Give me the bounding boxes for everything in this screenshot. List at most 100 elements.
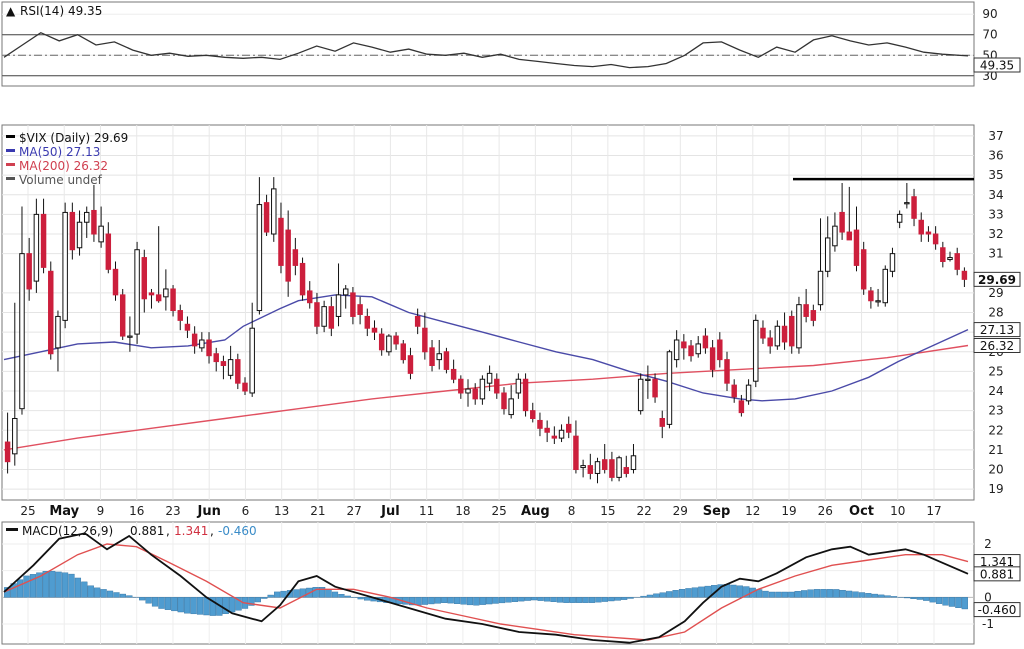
candle — [4, 412, 11, 474]
candle — [616, 455, 622, 482]
candle-body — [961, 270, 968, 280]
legend-label: $VIX (Daily) 29.69 — [19, 131, 128, 145]
macd-hist-bar — [473, 597, 480, 606]
candle — [882, 265, 888, 307]
candle — [515, 373, 522, 399]
macd-hist-bar — [845, 590, 853, 598]
candle-body — [119, 294, 126, 337]
x-axis-label: 9 — [97, 504, 105, 518]
price-tick-label: 36 — [988, 149, 1003, 163]
candle — [170, 285, 176, 317]
macd-tick-label: -1 — [982, 617, 994, 631]
candle-body — [458, 378, 464, 394]
candle-body — [364, 315, 371, 329]
macd-hist-bar — [826, 589, 833, 598]
candle-body — [371, 327, 378, 333]
candle-body — [566, 423, 572, 433]
candle — [760, 320, 766, 344]
candle — [62, 202, 68, 329]
macd-hist-bar — [531, 597, 538, 601]
macd-hist-bar — [16, 579, 24, 598]
candle-body — [666, 351, 673, 425]
candle-body — [587, 465, 594, 474]
candle-body — [551, 435, 558, 439]
macd-hist-bar — [955, 597, 962, 608]
macd-hist-bar — [338, 594, 345, 598]
candle-body — [889, 253, 896, 272]
macd-hist-bar — [794, 591, 801, 598]
macd-hist-bar — [865, 593, 872, 598]
candle — [314, 292, 320, 335]
macd-value-sep-2: , — [210, 524, 214, 538]
x-axis-label: 8 — [568, 504, 576, 518]
candle-body — [285, 229, 291, 282]
value-tag-text: -0.460 — [978, 603, 1017, 617]
candle-body — [4, 441, 11, 463]
macd-hist-bar — [691, 587, 698, 598]
candle-body — [19, 253, 25, 410]
candle-body — [702, 335, 709, 349]
candle — [925, 226, 932, 242]
candle-body — [688, 345, 694, 357]
macd-hist-bar — [126, 595, 133, 598]
macd-hist-bar — [344, 595, 351, 598]
candle-body — [170, 288, 176, 312]
candle-body — [472, 388, 478, 400]
macd-hist-bar — [119, 593, 127, 598]
candle — [386, 334, 392, 356]
macd-hist-bar — [254, 597, 261, 603]
legend-swatch — [6, 135, 15, 138]
candle — [544, 420, 550, 443]
price-tick-label: 35 — [988, 168, 1003, 182]
candle-body — [155, 294, 162, 302]
candle — [76, 210, 83, 256]
macd-hist-bar — [492, 597, 499, 604]
candle-body — [796, 304, 802, 349]
candle-body — [896, 213, 903, 223]
rsi-tag-text: 49.35 — [980, 59, 1014, 73]
candle-body — [853, 229, 860, 266]
candle-body — [12, 417, 18, 455]
candle — [846, 186, 853, 241]
candle — [393, 332, 399, 350]
candle-body — [609, 459, 615, 478]
macd-hist-bar — [608, 597, 615, 602]
value-tag: 1.341 — [973, 554, 1021, 570]
candle-body — [191, 333, 198, 347]
candle-body — [904, 202, 910, 205]
candle — [429, 339, 435, 372]
rsi-line — [3, 31, 969, 69]
macd-hist-bar — [325, 589, 332, 598]
candle — [918, 212, 924, 242]
macd-value-3: -0.460 — [218, 524, 257, 538]
candle — [947, 251, 953, 262]
candle — [789, 310, 795, 354]
x-axis-label: 27 — [347, 504, 362, 518]
candle-body — [84, 211, 90, 223]
candle — [681, 334, 687, 360]
x-axis-label: 29 — [673, 504, 688, 518]
macd-hist-bar — [479, 597, 486, 605]
candle-body — [580, 465, 586, 469]
macd-hist-bar — [299, 588, 306, 598]
macd-hist-bar — [698, 586, 705, 598]
x-axis-label: 25 — [20, 504, 35, 518]
macd-panel: -1012 MACD(12,26,9) 0.881 , 1.341 , -0.4… — [1, 521, 1021, 645]
candle — [472, 383, 478, 405]
macd-value-1: 0.881 — [130, 524, 164, 538]
candle-body — [414, 315, 421, 327]
macd-hist-bar — [601, 597, 609, 602]
candle — [580, 459, 586, 478]
macd-hist-bar — [171, 597, 178, 612]
x-axis-label: 19 — [781, 504, 796, 518]
macd-hist-bar — [640, 595, 647, 598]
price-tick-label: 19 — [988, 482, 1003, 496]
candle-body — [148, 292, 155, 296]
candle-body — [436, 353, 442, 361]
rsi-tag: 49.35 — [973, 57, 1021, 73]
macd-hist-bar — [736, 585, 743, 598]
rsi-tick-label: 70 — [982, 28, 997, 42]
macd-hist-bar — [177, 597, 184, 613]
macd-hist-bar — [768, 591, 776, 598]
macd-hist-bar — [942, 597, 949, 606]
